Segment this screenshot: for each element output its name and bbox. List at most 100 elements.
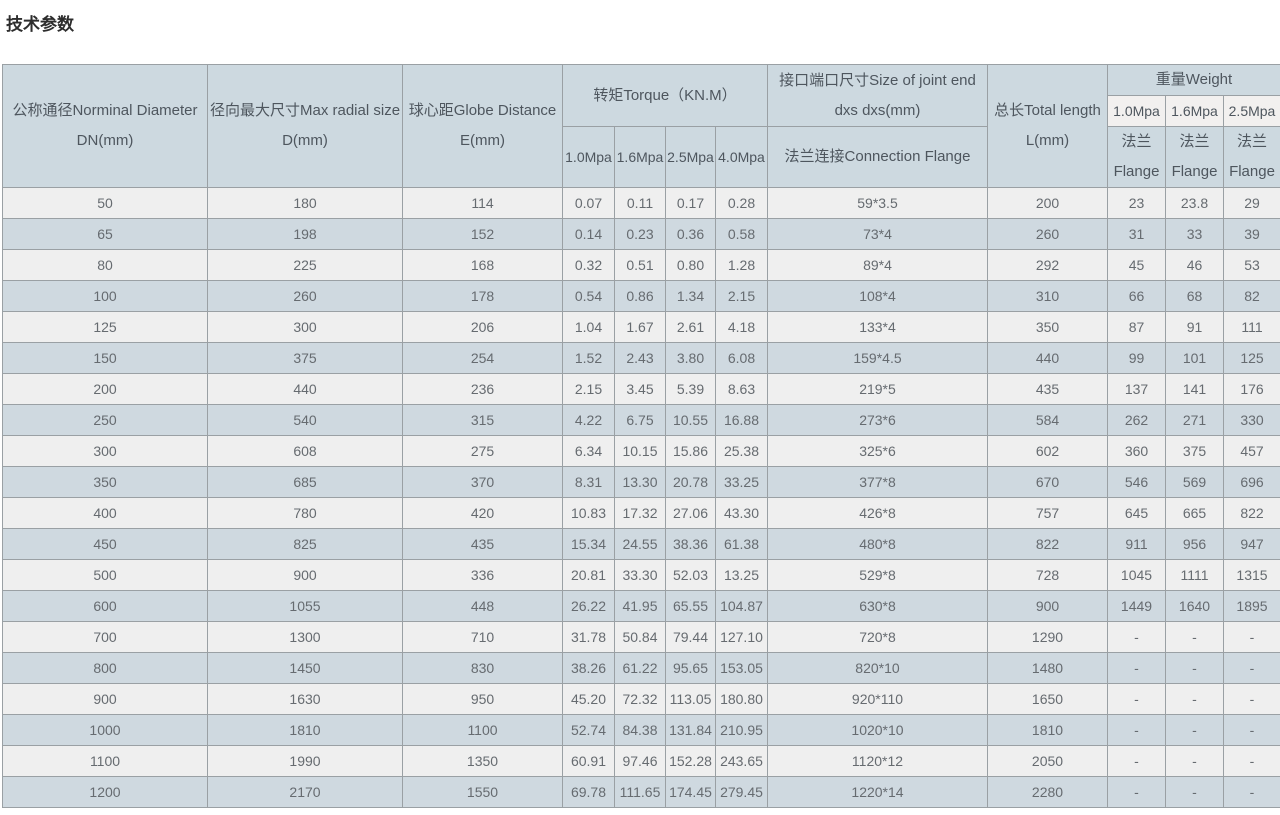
- spec-table-header: 公称通径Norminal Diameter DN(mm) 径向最大尺寸Max r…: [2, 64, 1280, 188]
- cell-torque-2.5mpa: 2.61: [665, 311, 716, 343]
- cell-total-length: 900: [987, 590, 1108, 622]
- cell-weight-2.5mpa: -: [1223, 683, 1280, 715]
- table-row: 600 1055 448 26.22 41.95 65.55 104.87 630*8 900 1…: [2, 590, 1280, 622]
- cell-torque-4.0mpa: 43.30: [715, 497, 768, 529]
- cell-dn: 65: [2, 218, 208, 250]
- table-row: 80 225 168 0.32 0.51 0.80 1.28 89*4 292 45 46 53: [2, 249, 1280, 281]
- cell-torque-2.5mpa: 0.80: [665, 249, 716, 281]
- cell-torque-1.6mpa: 17.32: [614, 497, 666, 529]
- cell-joint-size: 1020*10: [767, 714, 988, 746]
- cell-joint-size: 273*6: [767, 404, 988, 436]
- max-radial-size-line2: D(mm): [282, 132, 328, 149]
- cell-dn: 700: [2, 621, 208, 653]
- cell-torque-4.0mpa: 6.08: [715, 342, 768, 374]
- table-row: 300 608 275 6.34 10.15 15.86 25.38 325*6 602 360 3…: [2, 435, 1280, 467]
- cell-torque-2.5mpa: 27.06: [665, 497, 716, 529]
- weight-flange-header-1: 法兰 Flange: [1107, 126, 1166, 188]
- cell-dn: 1000: [2, 714, 208, 746]
- cell-e: 275: [402, 435, 563, 467]
- torque-subheader-2.5mpa: 2.5Mpa: [665, 126, 716, 188]
- cell-dn: 200: [2, 373, 208, 405]
- torque-subheader-4.0mpa: 4.0Mpa: [715, 126, 768, 188]
- cell-weight-1.6mpa: -: [1165, 714, 1224, 746]
- table-row: 800 1450 830 38.26 61.22 95.65 153.05 820*10 148…: [2, 652, 1280, 684]
- cell-dn: 600: [2, 590, 208, 622]
- cell-torque-1.6mpa: 84.38: [614, 714, 666, 746]
- cell-joint-size: 426*8: [767, 497, 988, 529]
- cell-weight-1.6mpa: 46: [1165, 249, 1224, 281]
- cell-total-length: 435: [987, 373, 1108, 405]
- cell-torque-4.0mpa: 153.05: [715, 652, 768, 684]
- cell-e: 1550: [402, 776, 563, 808]
- cell-weight-1.6mpa: 1640: [1165, 590, 1224, 622]
- cell-joint-size: 720*8: [767, 621, 988, 653]
- cell-torque-1.0mpa: 1.04: [562, 311, 615, 343]
- cell-joint-size: 59*3.5: [767, 187, 988, 219]
- cell-joint-size: 133*4: [767, 311, 988, 343]
- cell-torque-1.6mpa: 10.15: [614, 435, 666, 467]
- cell-torque-4.0mpa: 16.88: [715, 404, 768, 436]
- table-row: 100 260 178 0.54 0.86 1.34 2.15 108*4 310 66 68 82: [2, 280, 1280, 312]
- cell-d: 1300: [207, 621, 403, 653]
- cell-torque-4.0mpa: 61.38: [715, 528, 768, 560]
- cell-joint-size: 529*8: [767, 559, 988, 591]
- col-header-globe-distance: 球心距Globe Distance E(mm): [402, 64, 563, 188]
- cell-weight-1.6mpa: -: [1165, 776, 1224, 808]
- cell-e: 152: [402, 218, 563, 250]
- total-length-line1: 总长Total length: [994, 102, 1101, 119]
- cell-torque-2.5mpa: 113.05: [665, 683, 716, 715]
- cell-weight-2.5mpa: 39: [1223, 218, 1280, 250]
- cell-torque-1.0mpa: 26.22: [562, 590, 615, 622]
- cell-weight-1.0mpa: 45: [1107, 249, 1166, 281]
- cell-weight-1.6mpa: 23.8: [1165, 187, 1224, 219]
- cell-torque-1.6mpa: 72.32: [614, 683, 666, 715]
- cell-d: 540: [207, 404, 403, 436]
- cell-dn: 300: [2, 435, 208, 467]
- cell-weight-2.5mpa: -: [1223, 776, 1280, 808]
- table-row: 150 375 254 1.52 2.43 3.80 6.08 159*4.5 440 99 101…: [2, 342, 1280, 374]
- cell-weight-1.0mpa: 911: [1107, 528, 1166, 560]
- cell-dn: 350: [2, 466, 208, 498]
- cell-weight-2.5mpa: 696: [1223, 466, 1280, 498]
- cell-torque-1.0mpa: 52.74: [562, 714, 615, 746]
- cell-torque-1.6mpa: 24.55: [614, 528, 666, 560]
- cell-weight-1.0mpa: -: [1107, 652, 1166, 684]
- cell-torque-4.0mpa: 243.65: [715, 745, 768, 777]
- weight-subheader-2.5mpa: 2.5Mpa: [1223, 95, 1280, 127]
- cell-weight-1.0mpa: 360: [1107, 435, 1166, 467]
- weight-flange-header-2: 法兰 Flange: [1165, 126, 1224, 188]
- cell-torque-4.0mpa: 279.45: [715, 776, 768, 808]
- cell-weight-2.5mpa: -: [1223, 652, 1280, 684]
- cell-weight-1.0mpa: 23: [1107, 187, 1166, 219]
- cell-total-length: 1810: [987, 714, 1108, 746]
- table-row: 250 540 315 4.22 6.75 10.55 16.88 273*6 584 262 27…: [2, 404, 1280, 436]
- table-row: 900 1630 950 45.20 72.32 113.05 180.80 920*110 1…: [2, 683, 1280, 715]
- cell-dn: 150: [2, 342, 208, 374]
- cell-weight-1.0mpa: 99: [1107, 342, 1166, 374]
- cell-weight-1.6mpa: 1111: [1165, 559, 1224, 591]
- col-header-weight: 重量Weight: [1107, 64, 1280, 96]
- cell-dn: 900: [2, 683, 208, 715]
- cell-weight-2.5mpa: 947: [1223, 528, 1280, 560]
- cell-torque-1.0mpa: 8.31: [562, 466, 615, 498]
- flange-label-cn: 法兰: [1236, 133, 1267, 150]
- cell-joint-size: 325*6: [767, 435, 988, 467]
- cell-torque-1.0mpa: 0.14: [562, 218, 615, 250]
- cell-dn: 250: [2, 404, 208, 436]
- cell-torque-1.6mpa: 0.23: [614, 218, 666, 250]
- cell-dn: 400: [2, 497, 208, 529]
- cell-torque-1.6mpa: 33.30: [614, 559, 666, 591]
- cell-torque-1.6mpa: 3.45: [614, 373, 666, 405]
- cell-weight-1.0mpa: -: [1107, 745, 1166, 777]
- cell-torque-2.5mpa: 131.84: [665, 714, 716, 746]
- cell-weight-2.5mpa: 111: [1223, 311, 1280, 343]
- col-header-total-length: 总长Total length L(mm): [987, 64, 1108, 188]
- table-row: 700 1300 710 31.78 50.84 79.44 127.10 720*8 1290…: [2, 621, 1280, 653]
- cell-weight-2.5mpa: -: [1223, 714, 1280, 746]
- cell-torque-1.0mpa: 10.83: [562, 497, 615, 529]
- cell-weight-1.6mpa: -: [1165, 745, 1224, 777]
- cell-joint-size: 89*4: [767, 249, 988, 281]
- cell-torque-1.6mpa: 1.67: [614, 311, 666, 343]
- table-row: 125 300 206 1.04 1.67 2.61 4.18 133*4 350 87 91 111: [2, 311, 1280, 343]
- cell-d: 1630: [207, 683, 403, 715]
